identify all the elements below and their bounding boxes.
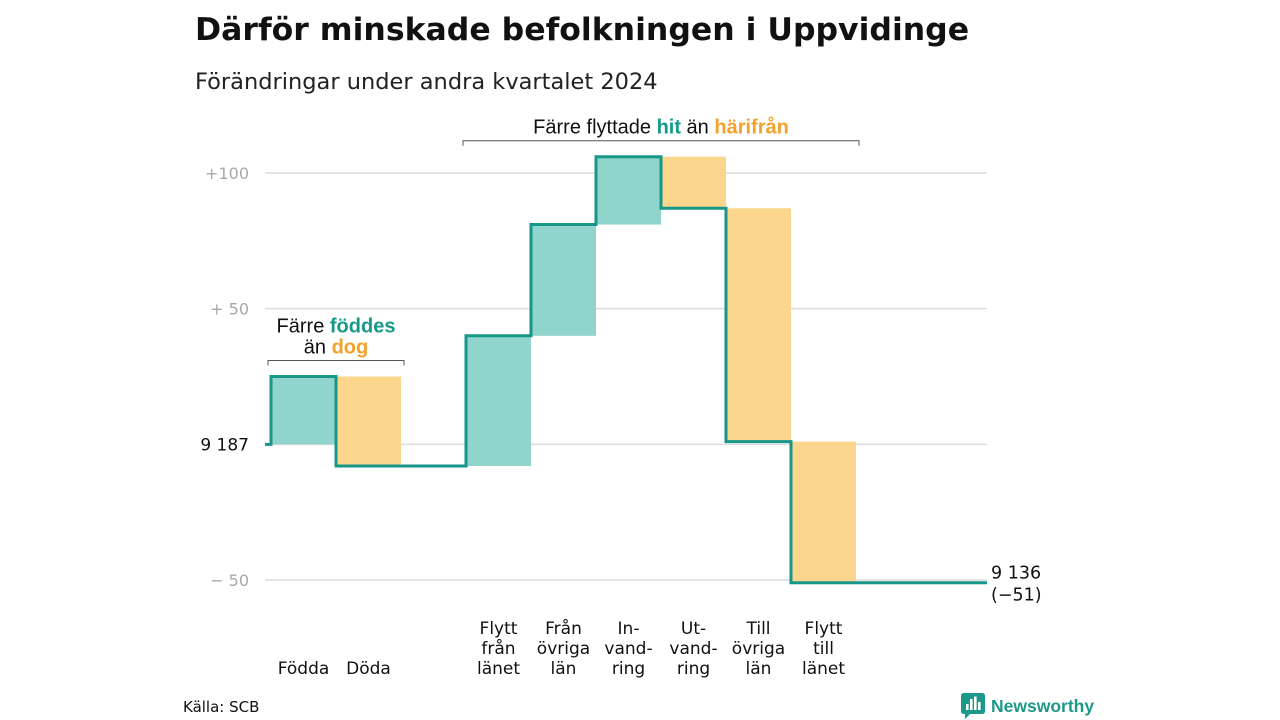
- increase-bar: [271, 376, 336, 445]
- source-note: Källa: SCB: [183, 698, 260, 716]
- annotation-increase-text: hit: [657, 117, 682, 139]
- annotation-plain-text: Färre flyttade: [533, 117, 656, 139]
- decrease-bar: [791, 441, 856, 583]
- y-tick-label: − 50: [210, 571, 249, 590]
- x-label-line: Döda: [346, 659, 391, 679]
- x-label-line: övriga: [537, 639, 590, 659]
- decrease-bar: [661, 156, 726, 209]
- annotation-decrease-text: dog: [332, 337, 369, 359]
- x-label-line: Från: [545, 618, 582, 639]
- cumulative-line: [265, 155, 987, 585]
- x-label-line: Födda: [278, 659, 330, 679]
- annotation-text: än dog: [304, 337, 368, 359]
- x-category-label: Döda: [346, 659, 391, 679]
- x-label-line: Ut-: [681, 619, 706, 639]
- end-change-label: (−51): [991, 586, 1042, 606]
- y-tick-label: + 50: [210, 300, 249, 319]
- annotation-decrease-text: härifrån: [714, 116, 788, 139]
- annotation-increase-text: föddes: [330, 316, 396, 338]
- decrease-bar: [336, 376, 401, 467]
- increase-bar: [531, 224, 596, 336]
- x-label-line: till: [813, 639, 834, 659]
- decrease-bar: [726, 208, 791, 442]
- x-label-line: vand-: [604, 639, 652, 659]
- annotation-bracket: [267, 360, 405, 366]
- x-label-line: länet: [802, 659, 845, 679]
- bar-chart-speech-bubble-icon: [961, 693, 985, 719]
- start-value-label: 9 187: [200, 435, 249, 455]
- x-category-label: Födda: [278, 659, 330, 679]
- increase-bar: [596, 156, 661, 225]
- annotation-plain-text: än: [304, 337, 332, 359]
- annotation-text: Färre flyttade hit än härifrån: [533, 116, 789, 139]
- x-label-line: Flytt: [805, 619, 843, 639]
- x-label-line: Till: [745, 619, 770, 639]
- annotation-text: Färre föddes: [277, 316, 396, 338]
- increase-bar: [466, 335, 531, 467]
- x-label-line: ring: [612, 659, 645, 679]
- brand-logo: Newsworthy: [961, 692, 1094, 720]
- x-label-line: In-: [618, 619, 640, 639]
- x-label-line: övriga: [732, 639, 785, 659]
- chart-subtitle: Förändringar under andra kvartalet 2024: [195, 69, 658, 95]
- annotation-plain-text: än: [681, 117, 714, 139]
- chart-title: Därför minskade befolkningen i Uppviding…: [195, 12, 970, 48]
- x-axis-labels: Födda DödaFlyttfrånlänetFrånövrigalänIn-v…: [278, 618, 846, 679]
- bars: [271, 156, 856, 583]
- brand-name: Newsworthy: [991, 695, 1095, 716]
- y-tick-label: +100: [205, 164, 249, 183]
- annotation-plain-text: Färre: [277, 316, 330, 338]
- x-label-line: Flytt: [480, 619, 518, 639]
- x-label-line: från: [481, 638, 515, 659]
- annotation-bracket: [462, 140, 860, 146]
- x-label-line: län: [551, 659, 577, 679]
- annotation: Färre flyttade hit än härifrån: [462, 116, 860, 146]
- x-label-line: vand-: [669, 639, 717, 659]
- end-value-label: 9 136: [991, 564, 1041, 584]
- x-label-line: län: [746, 659, 772, 679]
- x-category-label: Ut-vand-ring: [669, 619, 717, 679]
- x-label-line: länet: [477, 659, 520, 679]
- x-label-line: ring: [677, 659, 710, 679]
- x-category-label: In-vand-ring: [604, 619, 652, 679]
